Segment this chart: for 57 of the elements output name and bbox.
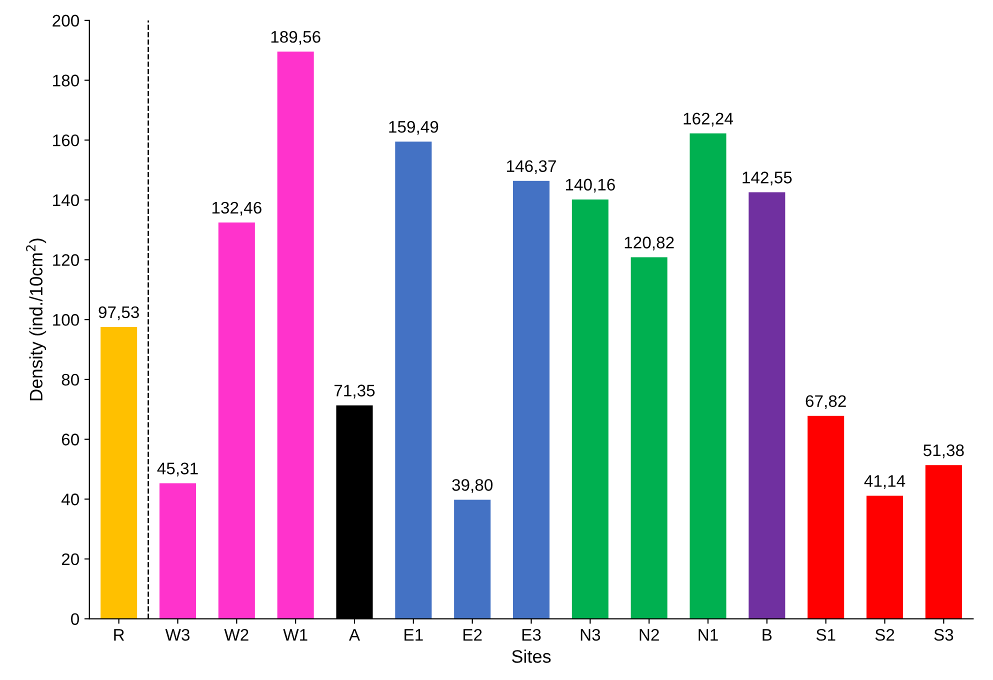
y-tick-label: 140 bbox=[53, 194, 79, 206]
x-tick-label: E1 bbox=[404, 629, 423, 641]
data-label: 120,82 bbox=[624, 236, 674, 250]
y-tick-label: 60 bbox=[62, 434, 79, 446]
bar bbox=[808, 416, 844, 619]
y-tick-label: 180 bbox=[53, 74, 79, 86]
x-tick-label: S1 bbox=[816, 628, 836, 641]
bar bbox=[866, 496, 904, 619]
data-label: 71,35 bbox=[334, 384, 375, 398]
y-tick-label: 0 bbox=[71, 613, 79, 626]
bar bbox=[690, 133, 726, 619]
bar bbox=[512, 180, 550, 619]
bar bbox=[159, 483, 196, 619]
x-tick-label: W3 bbox=[165, 628, 190, 641]
x-axis-title: Sites bbox=[512, 650, 551, 663]
bar bbox=[630, 257, 668, 619]
bar bbox=[454, 500, 491, 619]
x-tick-label: W1 bbox=[283, 629, 308, 641]
data-label: 45,31 bbox=[157, 462, 198, 476]
x-tick-label: S2 bbox=[875, 628, 894, 641]
y-axis-title: Density (ind./10cm$^{2}$) bbox=[26, 238, 46, 400]
data-label: 162,24 bbox=[684, 112, 734, 126]
bar bbox=[218, 222, 255, 619]
x-tick-label: E3 bbox=[522, 628, 541, 641]
x-tick-label: E2 bbox=[464, 628, 482, 641]
data-label: 67,82 bbox=[806, 395, 846, 409]
bar bbox=[277, 52, 314, 619]
data-label: 51,38 bbox=[923, 444, 964, 458]
y-tick-label: 160 bbox=[53, 134, 79, 146]
y-tick-label: 120 bbox=[53, 254, 79, 266]
y-tick-label: 40 bbox=[61, 494, 79, 506]
bar bbox=[395, 142, 432, 619]
x-tick-label: S3 bbox=[934, 628, 954, 641]
x-tick-label: B bbox=[762, 629, 772, 641]
bar bbox=[748, 192, 786, 619]
data-label: 142,55 bbox=[742, 172, 792, 186]
data-label: 39,80 bbox=[452, 479, 493, 493]
data-label: 140,16 bbox=[566, 178, 615, 193]
y-tick-label: 80 bbox=[62, 374, 79, 386]
x-tick-label: N3 bbox=[580, 628, 600, 641]
x-tick-label: N2 bbox=[640, 628, 659, 641]
data-label: 189,56 bbox=[271, 30, 320, 45]
data-label: 159,49 bbox=[389, 120, 438, 135]
bar bbox=[925, 465, 962, 619]
x-tick-label: W2 bbox=[224, 628, 248, 641]
y-tick-label: 20 bbox=[62, 553, 79, 566]
bar bbox=[100, 326, 138, 619]
x-tick-label: A bbox=[348, 629, 360, 641]
x-tick-label: R bbox=[114, 629, 124, 641]
x-tick-label: N1 bbox=[698, 629, 718, 641]
data-label: 41,14 bbox=[864, 475, 906, 489]
data-label: 146,37 bbox=[507, 160, 556, 174]
y-tick-label: 200 bbox=[52, 14, 79, 27]
bar bbox=[572, 199, 608, 619]
data-label: 97,53 bbox=[98, 306, 139, 320]
data-label: 132,46 bbox=[212, 202, 262, 216]
y-tick-label: 100 bbox=[53, 314, 79, 326]
